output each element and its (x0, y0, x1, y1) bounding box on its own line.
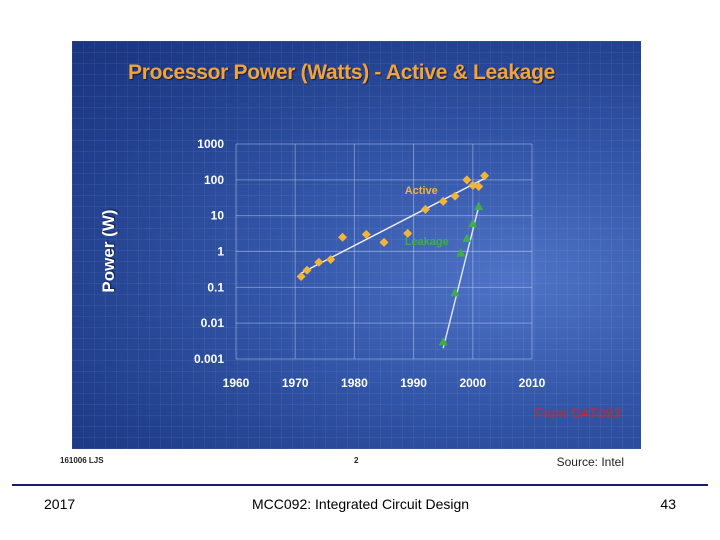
chart-title: Processor Power (Watts) - Active & Leaka… (128, 61, 555, 84)
y-tick-label: 10 (211, 209, 225, 223)
x-tick-label: 1990 (400, 376, 427, 390)
active-point (462, 175, 472, 185)
leakage-point (450, 287, 460, 297)
leakage-series-label: Leakage (405, 236, 449, 248)
y-tick-label: 1000 (197, 137, 224, 151)
active-point (326, 254, 336, 264)
active-point (450, 191, 460, 201)
active-series-label: Active (405, 185, 438, 197)
footer-year: 2017 (44, 496, 76, 512)
active-point (474, 182, 484, 192)
leakage-point (474, 201, 484, 211)
slide-code: 161006 LJS (60, 456, 104, 465)
x-tick-label: 2000 (459, 376, 486, 390)
active-point (438, 196, 448, 206)
active-point (296, 272, 306, 282)
slide-image: 1960 1970 1980 1990 2000 2010 1000 100 10 1 0.1 0.0… (72, 41, 641, 449)
active-point (420, 204, 430, 214)
active-point (314, 257, 324, 267)
active-point (468, 180, 478, 190)
leakage-point (462, 233, 472, 243)
chart: 1960 1970 1980 1990 2000 2010 1000 100 10 1 0.1 0.0… (194, 137, 546, 390)
y-tick-label: 1 (217, 245, 224, 259)
x-tick-label: 1960 (223, 376, 250, 390)
active-point (379, 237, 389, 247)
x-tick-label: 1970 (282, 376, 309, 390)
y-tick-label: 0.001 (194, 352, 224, 366)
slide-number: 2 (354, 456, 359, 465)
leakage-point (468, 218, 478, 228)
leakage-point (456, 248, 466, 257)
leakage-point (438, 336, 448, 346)
footer-rule (12, 484, 708, 486)
active-point (361, 229, 371, 239)
active-point (338, 232, 348, 242)
x-tick-label: 1980 (341, 376, 368, 390)
leakage-trend-line (442, 206, 480, 349)
y-axis-label: Power (W) (99, 209, 118, 293)
y-tick-label: 0.1 (207, 280, 224, 294)
active-point (302, 265, 312, 275)
y-tick-label: 0.01 (201, 316, 225, 330)
active-point (403, 228, 413, 238)
source-credit: Source: Intel (556, 455, 624, 469)
active-point (480, 171, 490, 181)
footer-course: MCC092: Integrated Circuit Design (252, 496, 470, 512)
y-tick-label: 100 (204, 173, 224, 187)
page-number: 43 (660, 496, 676, 512)
x-tick-label: 2010 (519, 376, 546, 390)
source-annotation: From DAT093 (534, 405, 621, 421)
